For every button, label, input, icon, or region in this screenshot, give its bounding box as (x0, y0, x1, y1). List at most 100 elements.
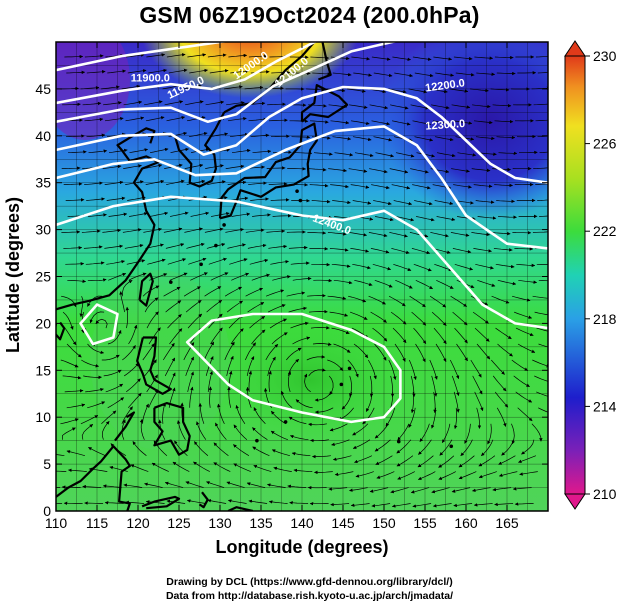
streamline (534, 311, 548, 316)
streamline (439, 439, 453, 456)
streamline (198, 402, 205, 424)
streamline (494, 391, 509, 408)
colorbar-tick-label: 218 (593, 311, 617, 327)
streamline (472, 375, 483, 395)
streamline (64, 389, 84, 393)
streamline (534, 375, 548, 382)
streamline (188, 257, 207, 265)
streamline (476, 343, 491, 360)
streamline (516, 263, 536, 268)
streamline (88, 213, 107, 217)
streamline (292, 336, 311, 345)
streamline (167, 258, 187, 265)
streamline (248, 370, 253, 392)
streamline (291, 451, 311, 457)
streamline (371, 56, 391, 61)
streamline (495, 263, 515, 269)
streamline (331, 263, 351, 268)
streamline (185, 300, 202, 313)
x-tick-label: 130 (208, 515, 232, 531)
streamline (414, 72, 434, 78)
streamline (475, 200, 495, 204)
streamline (498, 151, 518, 156)
streamline (371, 120, 391, 126)
streamline (270, 259, 289, 265)
streamline (233, 463, 251, 472)
streamline (374, 439, 391, 452)
island (396, 439, 401, 444)
island (222, 223, 226, 227)
streamline (231, 212, 251, 217)
streamline (271, 449, 290, 457)
streamline (226, 101, 245, 106)
streamline (531, 423, 543, 442)
streamline (537, 199, 548, 201)
streamline (417, 455, 434, 468)
streamline (193, 461, 210, 472)
streamline (267, 102, 286, 106)
streamline (186, 242, 205, 249)
streamline (268, 244, 288, 249)
credit-drawing: Drawing by DCL (https://www.gfd-dennou.o… (166, 576, 453, 588)
streamline (224, 286, 243, 297)
contour-line (56, 42, 230, 72)
streamline (329, 311, 349, 317)
streamline (308, 422, 327, 427)
streamline (104, 244, 124, 249)
streamline (205, 100, 225, 106)
streamline (185, 356, 194, 377)
streamline (146, 311, 159, 329)
streamline (85, 387, 104, 393)
streamline (334, 471, 354, 477)
streamline (83, 375, 102, 380)
streamline (385, 407, 396, 427)
streamline (86, 197, 105, 201)
streamline (429, 359, 438, 380)
streamline (416, 152, 435, 158)
streamline (84, 501, 104, 505)
streamline (519, 471, 538, 476)
streamline (205, 164, 224, 169)
streamline (518, 455, 537, 463)
streamline (332, 136, 352, 141)
streamline (121, 84, 141, 90)
streamline (186, 499, 206, 504)
streamline (249, 258, 269, 265)
streamline (375, 152, 394, 158)
streamline (309, 247, 329, 251)
streamline (434, 200, 454, 206)
streamline (229, 132, 249, 138)
streamline (163, 342, 175, 361)
streamline (251, 273, 270, 281)
streamline (535, 56, 548, 58)
contour-label: 11900.0 (131, 72, 170, 84)
streamline (347, 359, 359, 378)
streamline (227, 499, 247, 504)
coastline (141, 495, 181, 510)
streamline (478, 455, 496, 467)
streamline (289, 119, 309, 123)
streamline (250, 197, 269, 201)
streamline (414, 136, 434, 142)
streamline (267, 304, 286, 313)
streamline (101, 421, 110, 440)
streamline (372, 327, 388, 342)
streamline (268, 370, 272, 392)
streamline (312, 342, 332, 346)
streamline (149, 147, 169, 154)
streamline (478, 471, 497, 479)
streamline (496, 71, 516, 76)
streamline (436, 279, 454, 289)
streamline (454, 263, 474, 271)
coastline (300, 84, 349, 123)
streamline (148, 389, 159, 408)
streamline (350, 503, 370, 507)
streamline (477, 216, 497, 220)
streamline (408, 359, 417, 381)
streamline (434, 263, 453, 272)
streamline (436, 152, 456, 158)
streamline (373, 200, 392, 206)
streamline (142, 343, 155, 361)
streamline (372, 263, 392, 271)
streamline (215, 422, 227, 440)
